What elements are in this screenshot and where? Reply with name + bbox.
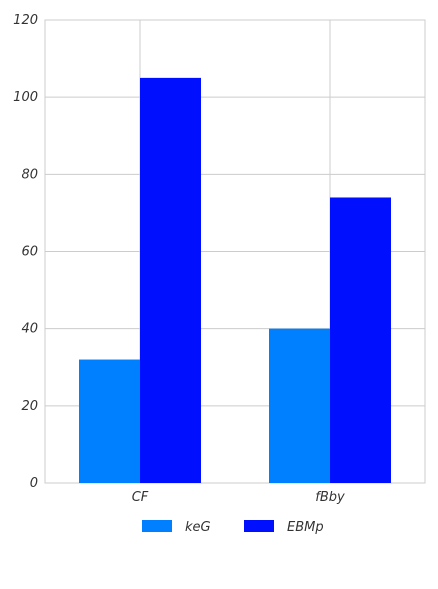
y-tick-label-40: 40: [21, 322, 38, 337]
bar-EBMp-CF: [140, 77, 201, 483]
y-axis-ticks: 0 20 40 60 80 100 120: [13, 13, 38, 491]
y-tick-label-120: 120: [13, 13, 38, 28]
y-tick-label-80: 80: [21, 167, 38, 182]
legend: keG EBMp: [142, 520, 324, 535]
x-axis-ticks: CF fBby: [132, 490, 345, 505]
legend-swatch-EBMp: [244, 520, 274, 532]
bar-keG-CF: [79, 359, 140, 483]
bar-EBMp-fBby: [330, 197, 391, 483]
x-tick-label-fBby: fBby: [315, 490, 345, 505]
y-tick-label-0: 0: [30, 476, 38, 491]
legend-label-keG: keG: [185, 520, 211, 535]
y-tick-label-100: 100: [13, 90, 38, 105]
x-tick-label-CF: CF: [132, 490, 149, 505]
legend-label-EBMp: EBMp: [287, 520, 324, 535]
legend-swatch-keG: [142, 520, 172, 532]
bars: [79, 77, 391, 483]
y-tick-label-20: 20: [21, 399, 38, 414]
bar-keG-fBby: [269, 328, 330, 483]
y-tick-label-60: 60: [21, 245, 38, 260]
